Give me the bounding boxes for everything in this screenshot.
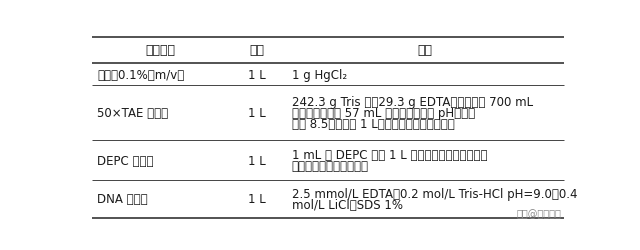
Text: mol/L LiCl，SDS 1%: mol/L LiCl，SDS 1% <box>292 198 403 211</box>
Text: 达到 8.5。定容至 1 L，室温保存，作为母液。: 达到 8.5。定容至 1 L，室温保存，作为母液。 <box>292 118 454 131</box>
Text: 50×TAE 缓冲液: 50×TAE 缓冲液 <box>97 107 168 120</box>
Text: 1 mL 的 DEPC 溶于 1 L 双蒸水中，在摇床中过夜: 1 mL 的 DEPC 溶于 1 L 双蒸水中，在摇床中过夜 <box>292 148 487 162</box>
Text: 242.3 g Tris 碱，29.3 g EDTA，先加入约 700 mL: 242.3 g Tris 碱，29.3 g EDTA，先加入约 700 mL <box>292 96 533 109</box>
Text: DEPC 处理水: DEPC 处理水 <box>97 154 154 167</box>
Text: 1 L: 1 L <box>248 107 266 120</box>
Text: 1 g HgCl₂: 1 g HgCl₂ <box>292 68 347 81</box>
Text: 双蒸水，再加入 57 mL 醋酸，用醋酸调 pH，使其: 双蒸水，再加入 57 mL 醋酸，用醋酸调 pH，使其 <box>292 107 475 120</box>
Text: 药品: 药品 <box>417 44 432 57</box>
Text: 1 L: 1 L <box>248 68 266 81</box>
Text: 1 L: 1 L <box>248 192 266 205</box>
Text: 升汞（0.1%，m/v）: 升汞（0.1%，m/v） <box>97 68 184 81</box>
Text: 溶液名称: 溶液名称 <box>146 44 175 57</box>
Text: 2.5 mmol/L EDTA，0.2 mol/L Tris-HCl pH=9.0，0.4: 2.5 mmol/L EDTA，0.2 mol/L Tris-HCl pH=9.… <box>292 187 577 200</box>
Text: 体积: 体积 <box>250 44 265 57</box>
Text: 头条@史海小记: 头条@史海小记 <box>516 209 561 219</box>
Text: 1 L: 1 L <box>248 154 266 167</box>
Text: DNA 提取液: DNA 提取液 <box>97 192 148 205</box>
Text: 振荡至溶解，高温灭菌。: 振荡至溶解，高温灭菌。 <box>292 160 369 172</box>
